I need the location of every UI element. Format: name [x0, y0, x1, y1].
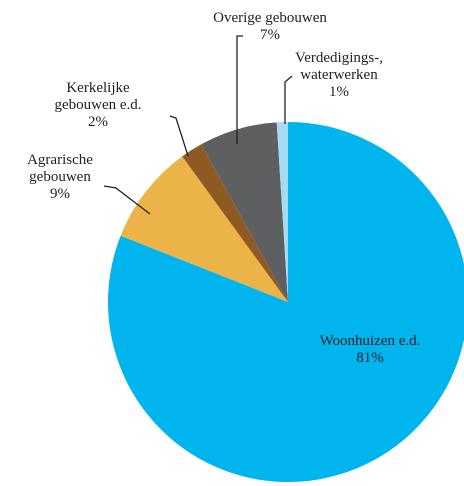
slice — [120, 156, 289, 302]
slice-label-line: waterwerken — [300, 67, 378, 83]
value-label: 2% — [88, 114, 108, 130]
slice — [201, 122, 288, 302]
slice — [276, 122, 288, 302]
value-label: 81% — [356, 350, 384, 366]
slice-label: Overige gebouwen — [213, 10, 327, 26]
slice — [182, 144, 288, 302]
slice-label: Kerkelijke gebouwen e.d. — [54, 80, 141, 113]
leader-line — [169, 115, 189, 157]
slice — [108, 122, 464, 482]
slice-label-line: gebouwen — [29, 169, 91, 185]
leader-line — [284, 75, 293, 124]
slice-label: Woonhuizen e.d. — [320, 333, 421, 349]
slices — [108, 122, 464, 482]
slice-label: Agrarische gebouwen — [27, 152, 93, 185]
slice-label-line: Verdedigings-, — [295, 50, 383, 66]
slice-label-line: Overige gebouwen — [213, 10, 327, 26]
value-label: 9% — [50, 186, 70, 202]
leader-line — [236, 35, 243, 144]
leader-line — [103, 185, 151, 215]
slice-label-line: Woonhuizen e.d. — [320, 333, 421, 349]
slice-label-line: Agrarische — [27, 152, 93, 168]
value-label: 7% — [260, 27, 280, 43]
slice-label: Verdedigings-, waterwerken — [295, 50, 383, 83]
slice-label-line: Kerkelijke — [66, 80, 130, 96]
value-label: 1% — [329, 84, 349, 100]
slice-label-line: gebouwen e.d. — [54, 97, 141, 113]
